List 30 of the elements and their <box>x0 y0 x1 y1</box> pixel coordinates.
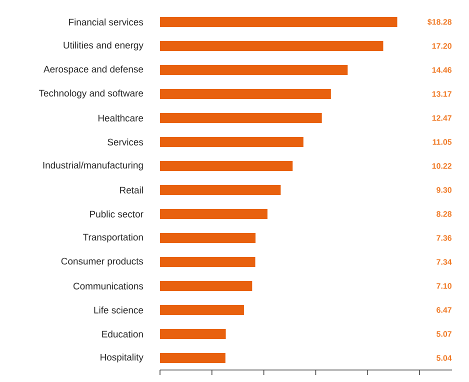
bar <box>160 137 304 148</box>
bar <box>160 353 226 364</box>
y-tick-label: Financial services <box>69 18 144 26</box>
y-tick-label: Public sector <box>90 210 144 218</box>
bar <box>160 257 256 268</box>
bar <box>160 89 331 100</box>
y-tick-label: Consumer products <box>61 258 144 266</box>
y-tick-label: Healthcare <box>98 114 144 122</box>
y-tick-label: Services <box>108 138 144 146</box>
bar <box>160 113 322 124</box>
bar <box>160 329 226 340</box>
bar <box>160 41 384 52</box>
y-tick-label: Education <box>102 330 143 338</box>
bar <box>160 209 268 220</box>
bar <box>160 161 293 172</box>
bar <box>160 17 398 28</box>
y-tick-label: Industrial/manufacturing <box>43 162 143 170</box>
y-tick-label: Retail <box>120 186 143 194</box>
y-tick-label: Life science <box>94 306 144 314</box>
bar <box>160 65 348 76</box>
y-tick-label: Technology and software <box>39 90 144 98</box>
bar <box>160 281 252 292</box>
y-tick-label: Communications <box>73 282 144 290</box>
bar <box>160 233 256 244</box>
y-tick-label: Transportation <box>83 234 143 242</box>
y-tick-label: Aerospace and defense <box>44 66 144 74</box>
bar <box>160 305 244 316</box>
bar <box>160 185 281 196</box>
y-tick-label: Utilities and energy <box>64 42 144 50</box>
y-tick-label: Hospitality <box>100 354 144 362</box>
